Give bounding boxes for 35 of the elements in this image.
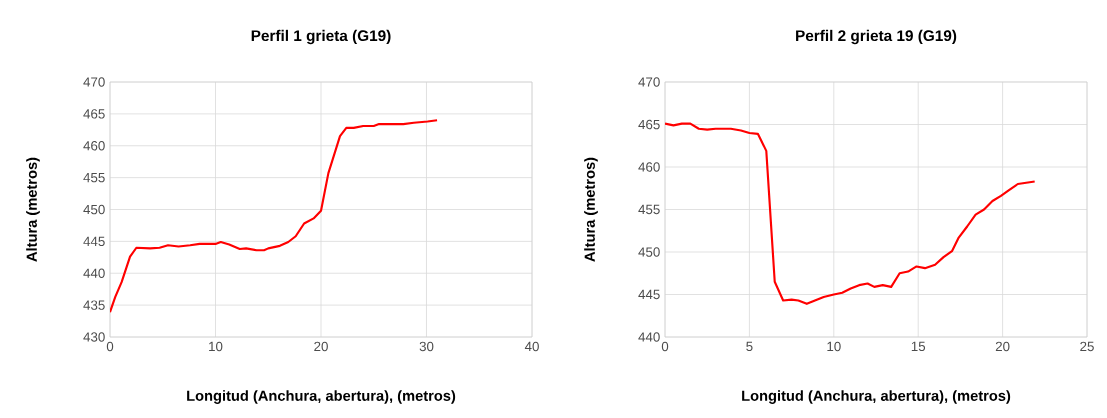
y-tick-label: 465 [83, 109, 105, 119]
x-tick-label: 5 [746, 341, 753, 352]
x-tick-label: 25 [1080, 341, 1094, 352]
y-tick-label: 440 [83, 268, 105, 278]
y-tick-label: 470 [638, 77, 660, 87]
y-tick-label: 435 [83, 300, 105, 310]
y-tick-label: 430 [83, 332, 105, 342]
x-axis-title: Longitud (Anchura, abertura), (metros) [742, 390, 1011, 404]
x-tick-label: 10 [209, 341, 223, 352]
y-tick-label: 455 [638, 204, 660, 215]
x-tick-label: 15 [911, 341, 926, 352]
y-axis-title: Altura (metros) [584, 157, 598, 262]
x-tick-label: 30 [419, 341, 434, 352]
line-series [665, 122, 1036, 305]
x-tick-label: 20 [995, 341, 1010, 352]
x-axis-title: Longitud (Anchura, abertura), (metros) [187, 390, 456, 404]
x-tick-label: 0 [106, 341, 114, 352]
y-tick-label: 450 [83, 204, 105, 215]
x-tick-label: 0 [661, 341, 669, 352]
y-tick-label: 460 [638, 162, 660, 172]
x-tick-label: 10 [827, 341, 841, 352]
y-tick-label: 445 [83, 236, 105, 247]
y-tick-label: 460 [83, 141, 105, 151]
y-tick-label: 440 [638, 332, 660, 342]
y-tick-label: 450 [638, 247, 660, 257]
line-series [110, 119, 439, 314]
chart-title: Perfil 2 grieta 19 (G19) [796, 29, 957, 45]
chart-title: Perfil 1 grieta (G19) [251, 29, 391, 45]
y-axis-title: Altura (metros) [26, 157, 40, 262]
x-tick-label: 20 [314, 341, 328, 352]
y-tick-label: 445 [638, 289, 660, 300]
y-tick-label: 470 [83, 77, 105, 87]
x-tick-label: 40 [524, 341, 539, 352]
y-tick-label: 465 [638, 119, 660, 130]
y-tick-label: 455 [83, 172, 105, 183]
